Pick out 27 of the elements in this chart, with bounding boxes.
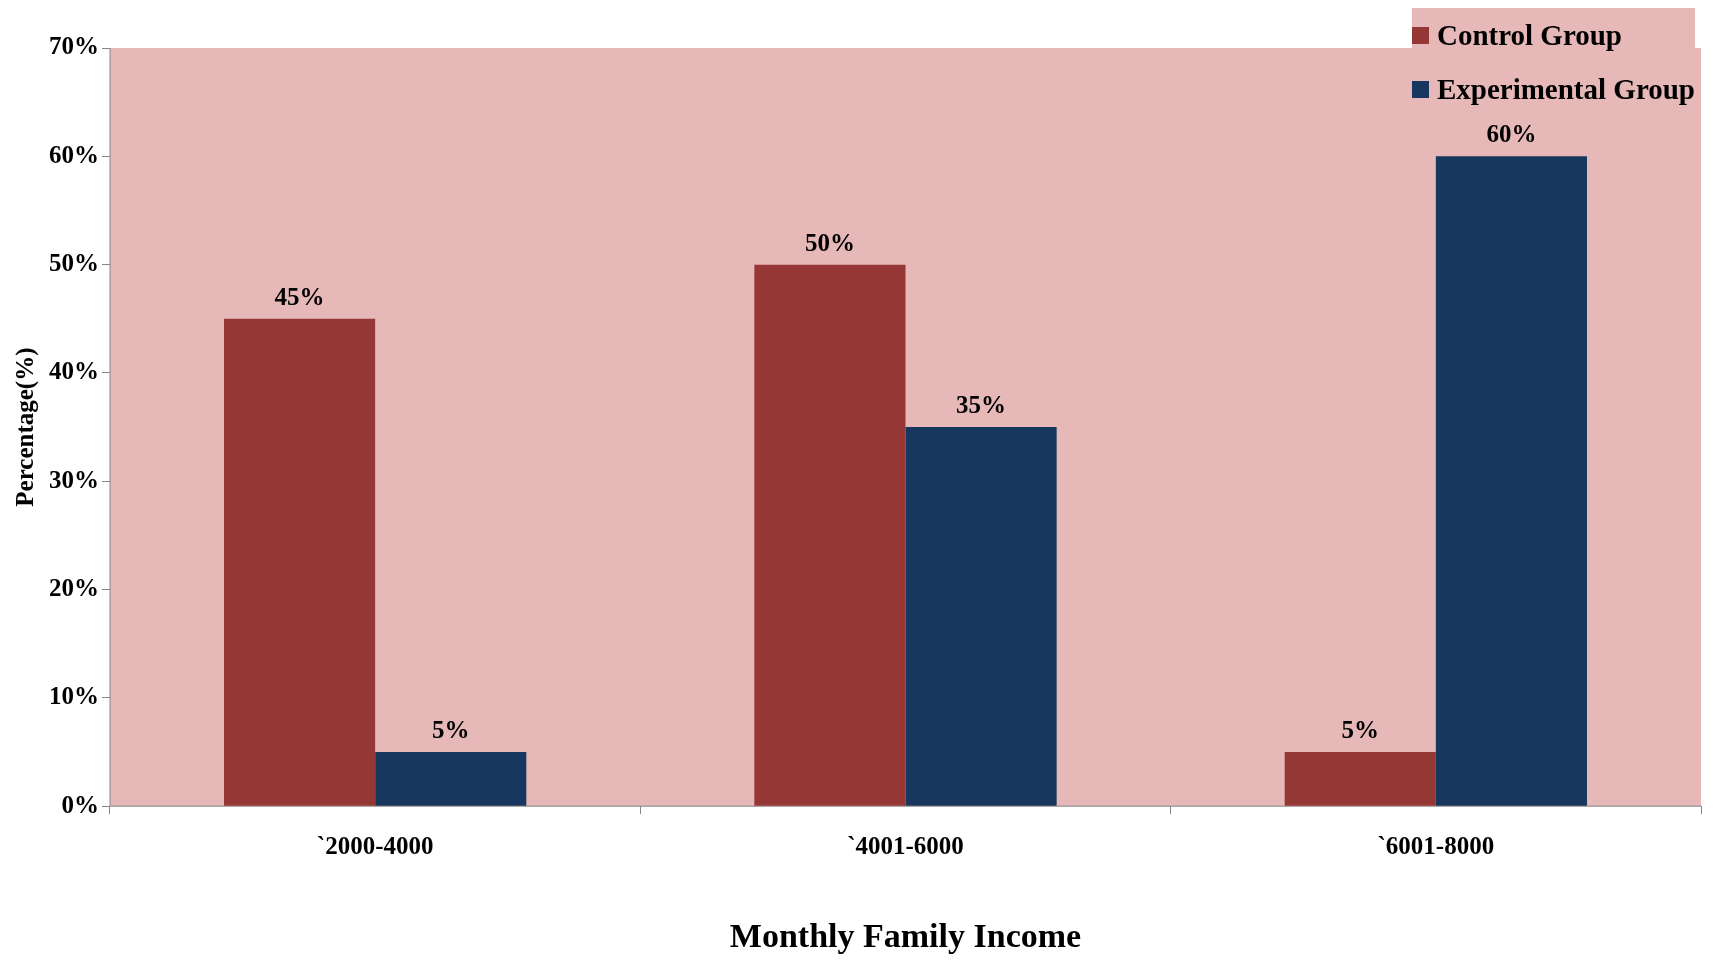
x-tick-label: `2000-4000 — [316, 831, 434, 859]
data-label: 50% — [804, 228, 855, 256]
data-label: 5% — [431, 716, 470, 743]
data-label: 60% — [1486, 120, 1537, 148]
data-label: 45% — [274, 282, 325, 310]
y-tick-label: 20% — [49, 574, 99, 602]
bar — [905, 427, 1057, 806]
data-label: 35% — [956, 391, 1007, 419]
data-label: 5% — [1341, 716, 1380, 743]
bar — [375, 752, 527, 806]
bar — [224, 318, 376, 806]
y-tick-label: 10% — [49, 682, 99, 710]
y-tick-label: 60% — [49, 140, 99, 168]
legend-label: Experimental Group — [1436, 72, 1695, 106]
legend-label: Control Group — [1436, 18, 1622, 52]
bar — [1284, 752, 1436, 806]
bar — [1435, 156, 1587, 806]
y-tick-label: 40% — [49, 357, 99, 385]
x-axis-title: Monthly Family Income — [729, 917, 1082, 955]
y-tick-label: 30% — [49, 465, 99, 493]
y-tick-label: 0% — [61, 790, 99, 818]
y-axis-title: Percentage(%) — [11, 347, 40, 507]
y-tick-label: 70% — [49, 32, 99, 60]
x-tick-label: `4001-6000 — [847, 831, 964, 859]
y-tick-label: 50% — [49, 249, 99, 277]
bar — [754, 264, 906, 806]
x-tick-label: `6001-8000 — [1377, 831, 1495, 859]
